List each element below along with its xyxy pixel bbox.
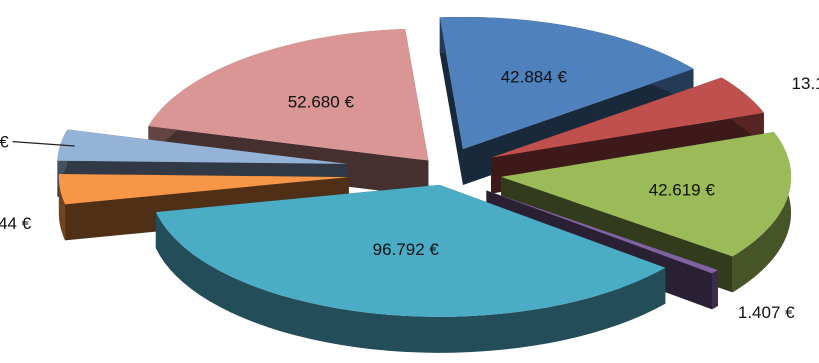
slice-5-wall [155, 212, 666, 353]
slice-6 [58, 173, 349, 205]
slice-7-label: 10.302 € [0, 133, 9, 152]
slice-7 [57, 129, 348, 164]
slice-5 [155, 184, 666, 317]
slice-1-side-face-1 [439, 17, 463, 185]
slice-3-wall [732, 132, 792, 293]
slice-1-label: 42.884 € [501, 68, 568, 87]
pie-tops [57, 16, 792, 317]
pie-labels: 42.884 € 13.111 € 42.619 € 1.407 € 96.792 € 9… [0, 68, 819, 323]
slice-4-label: 1.407 € [738, 303, 795, 322]
slice-2-label: 13.111 € [792, 74, 819, 93]
slice-5-label: 96.792 € [373, 240, 440, 259]
slice-4 [486, 190, 718, 274]
slice-4-wall [712, 269, 718, 310]
slice-3-label: 42.619 € [649, 180, 716, 199]
slice-1 [439, 16, 694, 149]
slice-6-label: 9.944 € [0, 214, 32, 233]
slice-3 [501, 132, 792, 257]
slice-7-leader-line [12, 141, 75, 147]
slice-6-wall [58, 173, 66, 241]
slice-2 [491, 77, 764, 158]
slice-8-label: 52.680 € [288, 93, 355, 112]
slice-8 [148, 28, 429, 161]
